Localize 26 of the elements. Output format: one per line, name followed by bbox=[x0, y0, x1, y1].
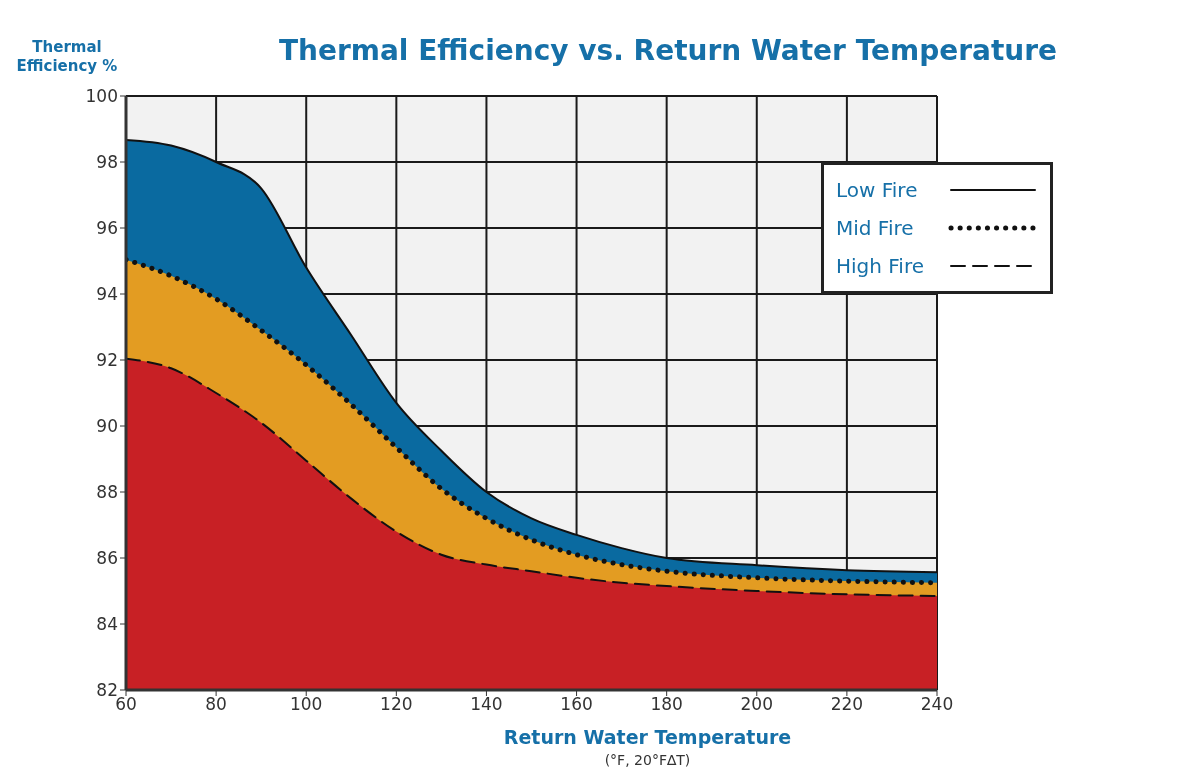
y-tick-label: 86 bbox=[96, 548, 118, 569]
legend-label: Low Fire bbox=[836, 178, 919, 202]
y-tick-label: 96 bbox=[96, 218, 118, 239]
chart-title: Thermal Efficiency vs. Return Water Temperature bbox=[278, 34, 1058, 67]
y-tick-label: 84 bbox=[96, 614, 118, 635]
y-tick-label: 100 bbox=[85, 86, 118, 107]
y-axis-title: Thermal Efficiency % bbox=[15, 38, 119, 76]
x-tick-label: 100 bbox=[290, 694, 323, 715]
x-tick-label: 120 bbox=[380, 694, 413, 715]
x-tick-label: 240 bbox=[920, 694, 954, 715]
y-tick-label: 92 bbox=[96, 350, 118, 371]
y-tick-label: 88 bbox=[96, 482, 118, 503]
y-tick-label: 82 bbox=[96, 680, 118, 701]
y-tick-label: 94 bbox=[96, 284, 118, 305]
x-tick-label: 180 bbox=[650, 694, 683, 715]
x-tick-label: 140 bbox=[470, 694, 503, 715]
x-tick-label: 200 bbox=[740, 694, 773, 715]
x-axis-title: Return Water Temperature bbox=[502, 726, 793, 748]
x-tick-label: 220 bbox=[830, 694, 864, 715]
text: (°F, 20°F∆T) bbox=[603, 752, 692, 768]
x-tick-label: 80 bbox=[205, 694, 227, 715]
legend-label: Mid Fire bbox=[836, 216, 915, 240]
y-tick-label: 98 bbox=[96, 152, 118, 173]
legend-label: High Fire bbox=[836, 254, 926, 278]
y-tick-label: 90 bbox=[96, 416, 118, 437]
x-tick-label: 160 bbox=[560, 694, 593, 715]
